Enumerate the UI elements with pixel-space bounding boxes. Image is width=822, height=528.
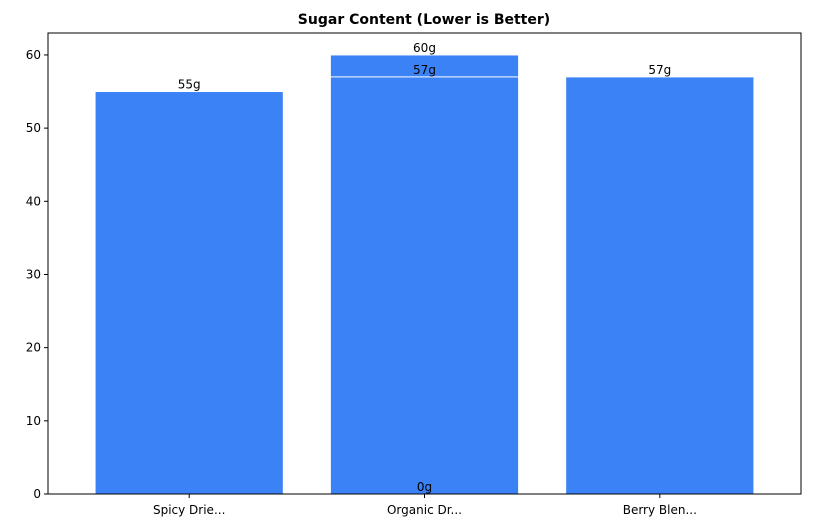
bar-value-label: 57g: [648, 63, 671, 77]
x-tick-label: Organic Dr...: [387, 503, 462, 517]
bar: [94, 91, 284, 495]
bar-value-label: 55g: [178, 78, 201, 92]
y-tick-label: 20: [26, 341, 41, 355]
y-axis: 0 10 20 30 40 50 60: [26, 48, 48, 501]
y-tick-label: 10: [26, 414, 41, 428]
y-tick-label: 40: [26, 194, 41, 208]
bar-value-label: 57g: [413, 63, 436, 77]
plot-frame: [47, 32, 802, 495]
data-labels-layer: 55g 60g 57g 0g 57g: [178, 41, 672, 494]
x-axis: Spicy Drie... Organic Dr... Berry Blen...: [153, 494, 697, 517]
chart-title: Sugar Content (Lower is Better): [298, 12, 550, 28]
bar-value-label: 60g: [413, 41, 436, 55]
y-tick-label: 50: [26, 121, 41, 135]
y-tick-label: 30: [26, 267, 41, 281]
x-tick-label: Berry Blen...: [623, 503, 697, 517]
bars-layer: [94, 54, 755, 495]
bar: [565, 76, 755, 495]
x-tick-label: Spicy Drie...: [153, 503, 225, 517]
y-tick-label: 0: [33, 487, 41, 501]
bar-value-label: 0g: [417, 480, 432, 494]
bar: [329, 76, 520, 495]
y-tick-label: 60: [26, 48, 41, 62]
